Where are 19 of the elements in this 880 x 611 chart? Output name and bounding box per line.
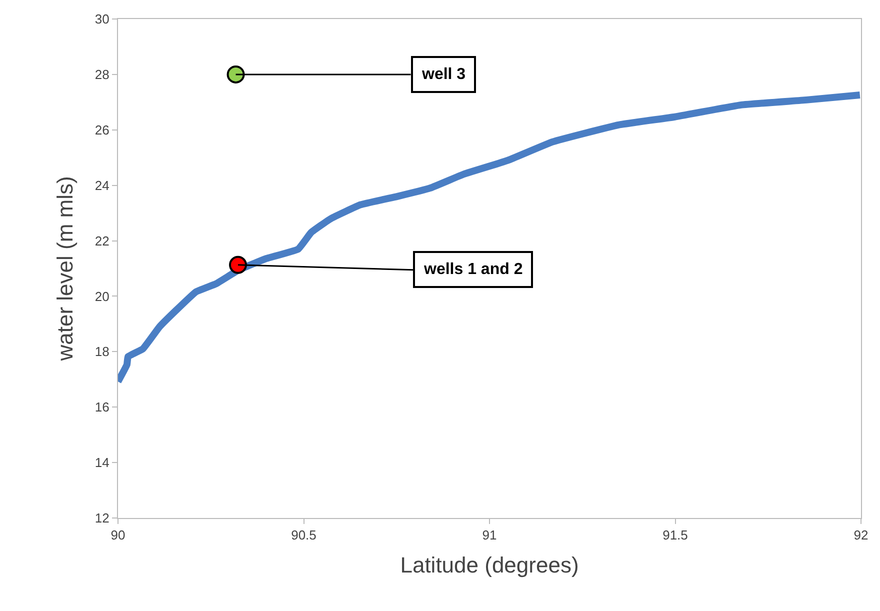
annotation: well 3 (421, 66, 466, 83)
y-tick-label: 18 (94, 344, 110, 360)
y-axis-title: water level (m mls) (52, 176, 78, 362)
x-tick-label: 90.5 (291, 528, 316, 543)
y-tick-label: 16 (94, 400, 110, 415)
y-tick-label: 20 (94, 288, 110, 304)
y-tick-label: 22 (94, 233, 110, 248)
y-tick-label: 26 (94, 122, 110, 138)
x-tick-label: 91.5 (662, 528, 688, 543)
x-axis-title: Latitude (degrees) (400, 552, 579, 578)
y-tick-label: 14 (94, 455, 110, 470)
y-tick-label: 30 (94, 12, 110, 27)
y-tick-label: 12 (94, 510, 110, 526)
x-tick-label: 90 (110, 528, 126, 543)
y-tick-label: 24 (94, 178, 110, 193)
annotation: wells 1 and 2 (423, 261, 523, 278)
x-tick-label: 91 (482, 528, 497, 543)
y-tick-label: 28 (94, 66, 110, 82)
x-tick-label: 92 (854, 528, 868, 543)
